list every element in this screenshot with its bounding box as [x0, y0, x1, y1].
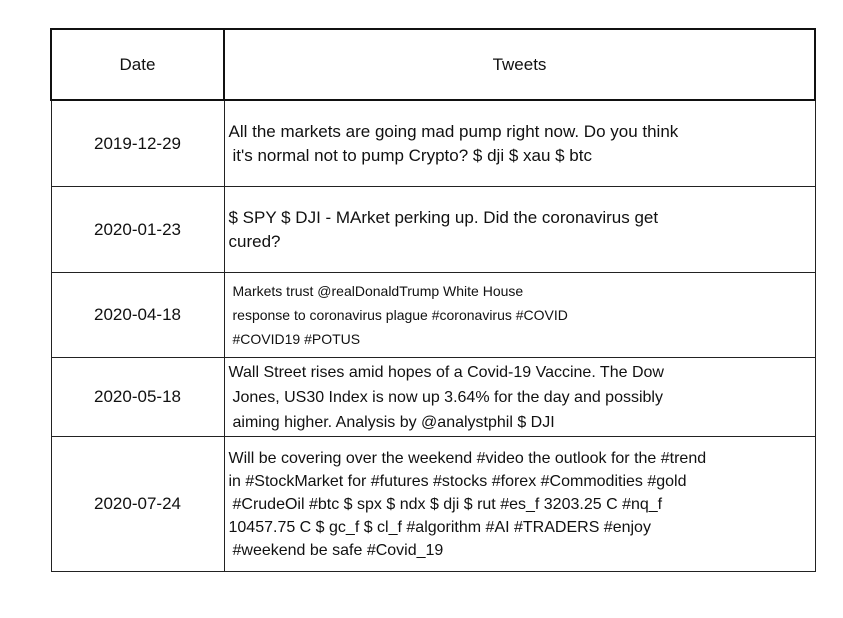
table-row: 2019-12-29 All the markets are going mad…	[50, 100, 816, 187]
tweet-line: 10457.75 C $ gc_f $ cl_f #algorithm #AI …	[228, 518, 651, 536]
tweet-cell: Markets trust @realDonaldTrump White Hou…	[223, 272, 816, 358]
table-row: 2020-01-23 $ SPY $ DJI - MArket perking …	[50, 186, 816, 273]
tweet-line: #COVID19 #POTUS	[232, 331, 361, 347]
date-cell: 2020-05-18	[50, 357, 225, 437]
table-row: 2020-07-24 Will be covering over the wee…	[50, 436, 816, 572]
tweet-line: cured?	[228, 231, 281, 251]
date-cell: 2020-04-18	[50, 272, 225, 358]
tweet-cell: Wall Street rises amid hopes of a Covid-…	[223, 357, 816, 437]
tweet-cell: $ SPY $ DJI - MArket perking up. Did the…	[223, 186, 816, 273]
header-tweets: Tweets	[223, 28, 816, 101]
tweet-line: $ SPY $ DJI - MArket perking up. Did the…	[228, 207, 659, 227]
header-row: Date Tweets	[50, 28, 816, 101]
tweet-line: in #StockMarket for #futures #stocks #fo…	[228, 472, 687, 490]
tweet-line: All the markets are going mad pump right…	[228, 121, 679, 141]
tweet-cell: All the markets are going mad pump right…	[223, 100, 816, 187]
tweet-line: Jones, US30 Index is now up 3.64% for th…	[232, 388, 663, 406]
table-row: 2020-04-18 Markets trust @realDonaldTrum…	[50, 272, 816, 358]
tweet-line: #CrudeOil #btc $ spx $ ndx $ dji $ rut #…	[232, 495, 663, 513]
tweet-line: it's normal not to pump Crypto? $ dji $ …	[232, 145, 592, 165]
tweet-line: Markets trust @realDonaldTrump White Hou…	[232, 283, 524, 299]
header-date: Date	[50, 28, 225, 101]
tweet-line: Will be covering over the weekend #video…	[228, 449, 707, 467]
date-cell: 2020-07-24	[50, 436, 225, 572]
tweet-cell: Will be covering over the weekend #video…	[223, 436, 816, 572]
tweet-line: response to coronavirus plague #coronavi…	[232, 307, 568, 323]
date-cell: 2019-12-29	[50, 100, 225, 187]
tweet-line: #weekend be safe #Covid_19	[232, 541, 444, 559]
table-row: 2020-05-18 Wall Street rises amid hopes …	[50, 357, 816, 437]
tweet-line: Wall Street rises amid hopes of a Covid-…	[228, 363, 664, 381]
date-cell: 2020-01-23	[50, 186, 225, 273]
tweets-table: Date Tweets 2019-12-29 All the markets a…	[50, 28, 816, 572]
tweet-line: aiming higher. Analysis by @analystphil …	[232, 413, 555, 431]
